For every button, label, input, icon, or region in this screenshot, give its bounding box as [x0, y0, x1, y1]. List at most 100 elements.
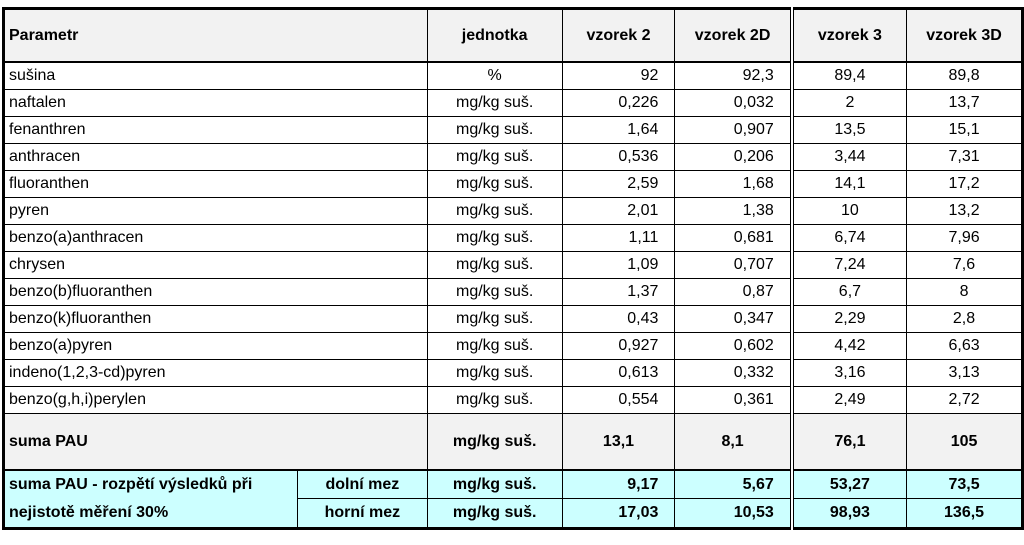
unit-cell: % [426, 61, 563, 90]
value-cell: 7,24 [789, 251, 908, 279]
unit-cell: mg/kg suš. [426, 251, 563, 279]
parameter-cell: anthracen [3, 143, 428, 171]
value-cell: 0,536 [561, 143, 676, 171]
value-cell: vzorek 3 [789, 8, 908, 63]
value-cell: 7,6 [906, 251, 1023, 279]
value-cell: 2,49 [789, 386, 908, 414]
value-cell: 89,8 [906, 61, 1023, 90]
data-row: fluoranthen mg/kg suš. 2,59 1,68 14,1 17,2 [3, 170, 1023, 198]
range-label-cell: suma PAU - rozpětí výsledků při nejistotě… [3, 469, 298, 529]
value-cell: 2,72 [906, 386, 1023, 414]
value-cell: 13,2 [906, 197, 1023, 225]
parameter-cell: pyren [3, 197, 428, 225]
data-row: benzo(k)fluoranthen mg/kg suš. 0,43 0,347 2,… [3, 305, 1023, 333]
parameter-cell: chrysen [3, 251, 428, 279]
value-cell: 53,27 [789, 469, 908, 500]
range-row: suma PAU - rozpětí výsledků při nejistotě… [3, 469, 1023, 529]
parameter-cell: Parametr [3, 8, 428, 63]
value-cell: 0,361 [674, 386, 793, 414]
data-table: Parametr jednotka vzorek 2 vzorek 2D vzorek … [2, 7, 1024, 530]
value-cell: 14,1 [789, 170, 908, 198]
data-row: sušina% 92 92,3 89,4 89,8 [3, 61, 1023, 90]
parameter-cell: benzo(g,h,i)perylen [3, 386, 428, 414]
value-cell: 2,29 [789, 305, 908, 333]
value-cell: vzorek 2 [561, 8, 676, 63]
unit-cell: mg/kg suš. [426, 305, 563, 333]
unit-cell: mg/kg suš. [426, 469, 563, 500]
parameter-cell: benzo(a)anthracen [3, 224, 428, 252]
value-cell: 0,347 [674, 305, 793, 333]
value-cell: 1,38 [674, 197, 793, 225]
unit-cell: mg/kg suš. [426, 89, 563, 117]
value-cell: 2,8 [906, 305, 1023, 333]
parameter-cell: benzo(a)pyren [3, 332, 428, 360]
value-cell: 7,96 [906, 224, 1023, 252]
parameter-cell: fluoranthen [3, 170, 428, 198]
range-label-line: nejistotě měření 30% [9, 504, 169, 521]
value-cell: vzorek 2D [674, 8, 793, 63]
value-cell: 0,613 [561, 359, 676, 387]
value-cell: 1,64 [561, 116, 676, 144]
value-cell: 0,907 [674, 116, 793, 144]
parameter-cell: suma PAU [3, 413, 428, 471]
data-row: naftalen mg/kg suš. 0,226 0,032 2 13,7 [3, 89, 1023, 117]
value-cell: 2,59 [561, 170, 676, 198]
value-cell: 10,53 [674, 498, 793, 529]
value-cell: 7,31 [906, 143, 1023, 171]
value-cell: 0,206 [674, 143, 793, 171]
data-row: fenanthren mg/kg suš. 1,64 0,907 13,5 15,1 [3, 116, 1023, 144]
value-cell: 1,37 [561, 278, 676, 306]
data-row: pyren mg/kg suš. 2,01 1,38 10 13,2 [3, 197, 1023, 225]
unit-cell: mg/kg suš. [426, 170, 563, 198]
limit-cell: horní mez [296, 498, 428, 529]
data-row: benzo(b)fluoranthen mg/kg suš. 1,37 0,87 6,7… [3, 278, 1023, 306]
unit-cell: mg/kg suš. [426, 143, 563, 171]
value-cell: 0,226 [561, 89, 676, 117]
parameter-cell: benzo(b)fluoranthen [3, 278, 428, 306]
value-cell: 13,7 [906, 89, 1023, 117]
unit-cell: mg/kg suš. [426, 359, 563, 387]
value-cell: 6,7 [789, 278, 908, 306]
value-cell: 8 [906, 278, 1023, 306]
value-cell: 0,032 [674, 89, 793, 117]
value-cell: 5,67 [674, 469, 793, 500]
unit-cell: mg/kg suš. [426, 413, 563, 471]
value-cell: 13,5 [789, 116, 908, 144]
unit-cell: mg/kg suš. [426, 278, 563, 306]
value-cell: 92 [561, 61, 676, 90]
unit-cell: mg/kg suš. [426, 116, 563, 144]
value-cell: 3,44 [789, 143, 908, 171]
value-cell: 10 [789, 197, 908, 225]
value-cell: 1,11 [561, 224, 676, 252]
value-cell: 3,16 [789, 359, 908, 387]
value-cell: 2 [789, 89, 908, 117]
parameter-cell: naftalen [3, 89, 428, 117]
value-cell: 1,09 [561, 251, 676, 279]
unit-cell: mg/kg suš. [426, 332, 563, 360]
data-row: benzo(a)pyren mg/kg suš. 0,927 0,602 4,42 6,6… [3, 332, 1023, 360]
value-cell: 0,707 [674, 251, 793, 279]
value-cell: 8,1 [674, 413, 793, 471]
unit-cell: mg/kg suš. [426, 197, 563, 225]
parameter-cell: fenanthren [3, 116, 428, 144]
parameter-cell: sušina [3, 61, 428, 90]
value-cell: 92,3 [674, 61, 793, 90]
value-cell: 17,03 [561, 498, 676, 529]
value-cell: 0,332 [674, 359, 793, 387]
value-cell: 3,13 [906, 359, 1023, 387]
sum-row: suma PAU mg/kg suš. 13,1 8,1 76,1 105 [3, 413, 1023, 471]
header-row: Parametr jednotka vzorek 2 vzorek 2D vzorek … [3, 8, 1023, 63]
value-cell: 9,17 [561, 469, 676, 500]
unit-cell: mg/kg suš. [426, 386, 563, 414]
range-row: horní mez mg/kg suš. 17,03 10,53 98,93 136,5 [4, 498, 1023, 529]
value-cell: 89,4 [789, 61, 908, 90]
value-cell: 0,87 [674, 278, 793, 306]
value-cell: 0,602 [674, 332, 793, 360]
unit-cell: mg/kg suš. [426, 498, 563, 529]
value-cell: 73,5 [906, 469, 1023, 500]
data-row: benzo(g,h,i)perylen mg/kg suš. 0,554 0,361 2… [3, 386, 1023, 414]
data-row: indeno(1,2,3-cd)pyren mg/kg suš. 0,613 0,33… [3, 359, 1023, 387]
value-cell: 6,74 [789, 224, 908, 252]
data-row: benzo(a)anthracen mg/kg suš. 1,11 0,681 6,74… [3, 224, 1023, 252]
